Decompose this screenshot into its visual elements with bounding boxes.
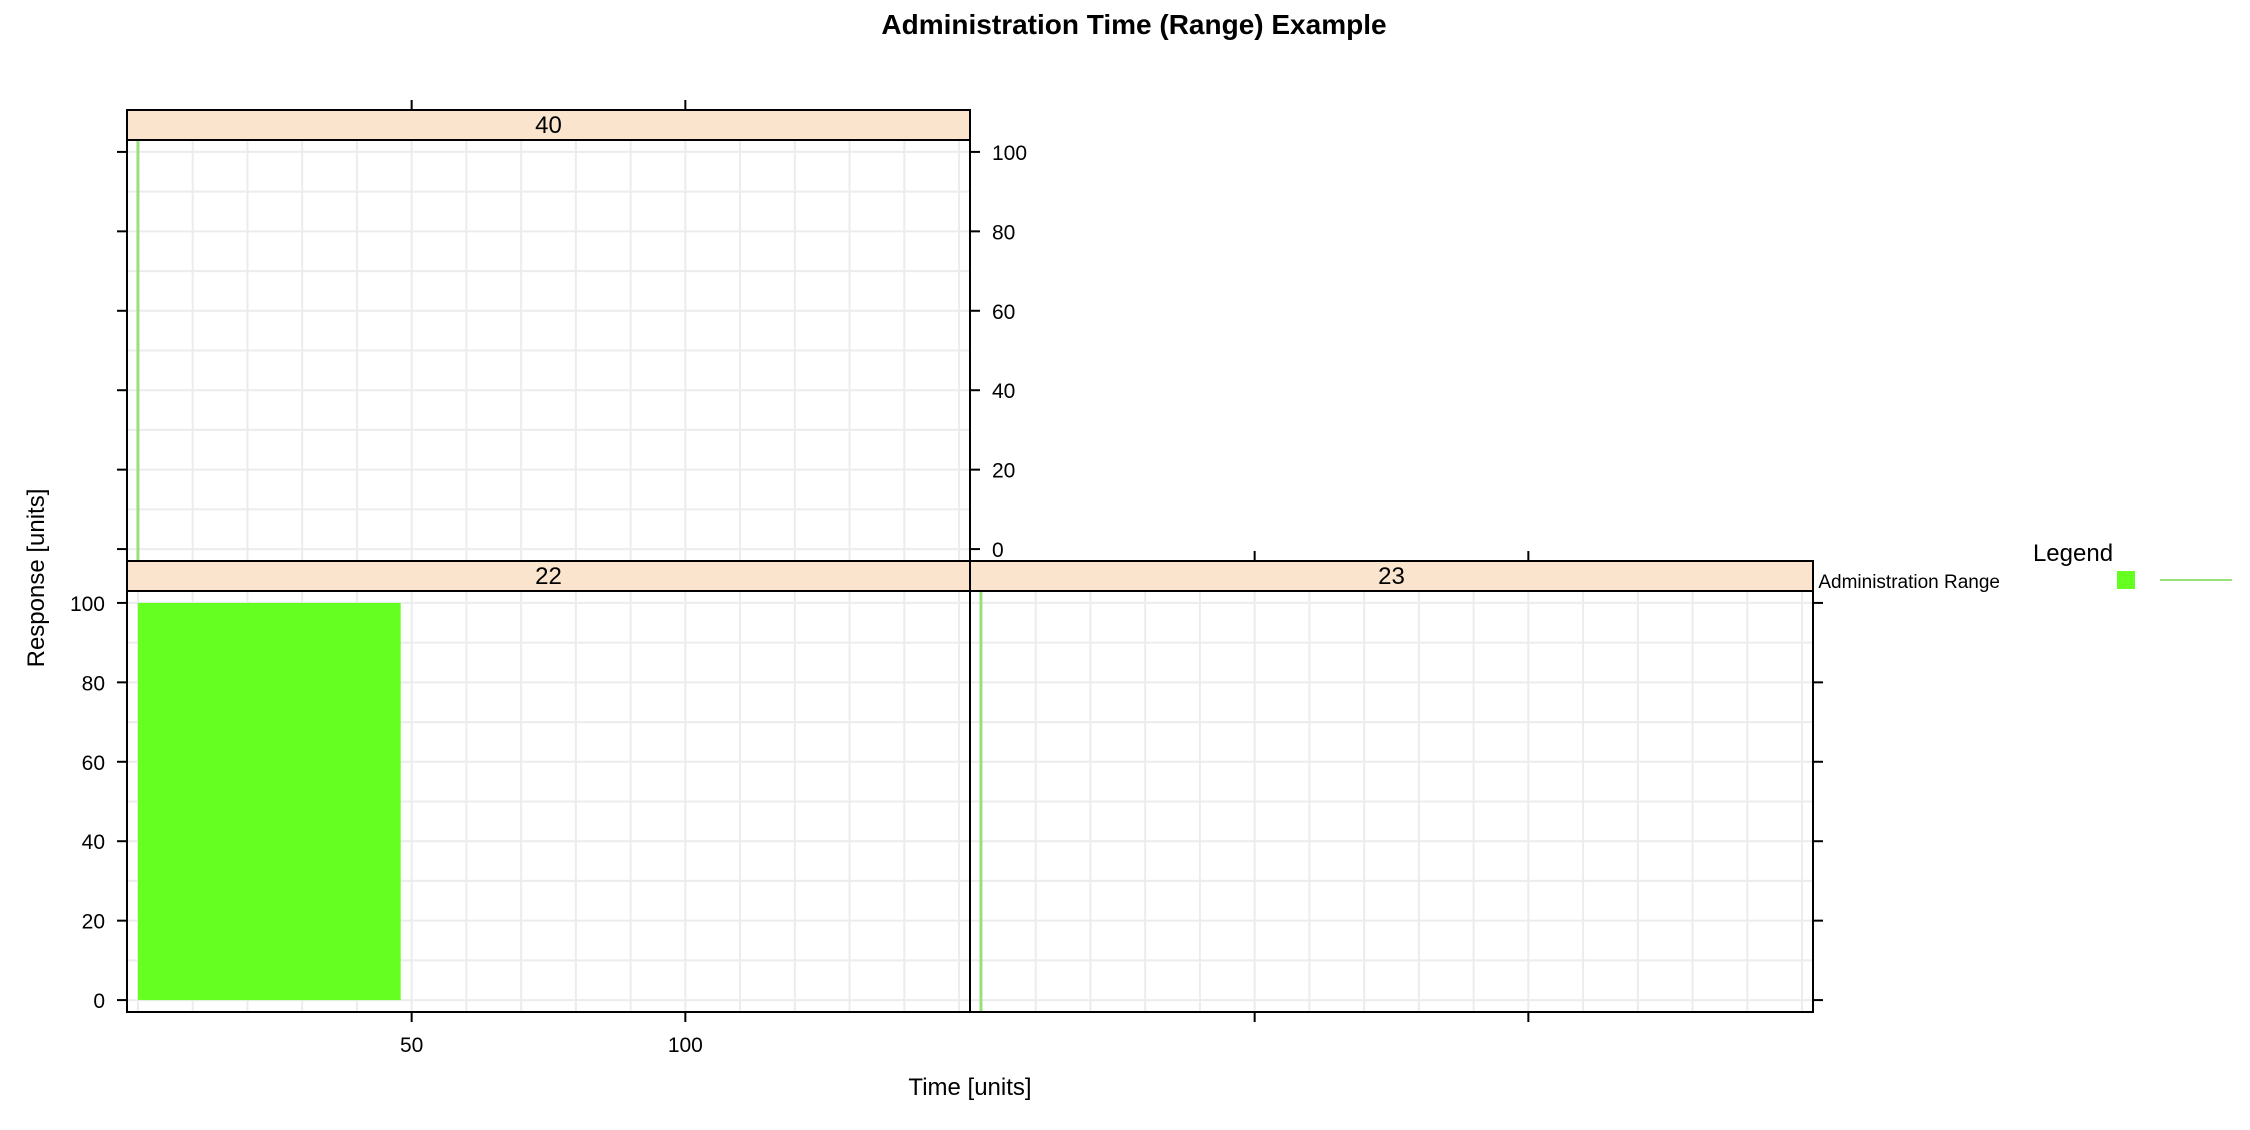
y-tick-label: 40 — [82, 831, 105, 854]
y-tick-label: 80 — [82, 672, 105, 695]
legend: Legend Administration Range — [1818, 540, 2232, 593]
y-tick-label: 100 — [70, 593, 105, 616]
y-tick-label: 80 — [992, 221, 1015, 244]
x-tick-label: 50 — [400, 1034, 423, 1057]
strip-label: 23 — [1378, 563, 1405, 590]
y-tick-label: 100 — [992, 142, 1027, 165]
y-axis-label: Response [units] — [23, 489, 50, 668]
x-axis-label: Time [units] — [908, 1074, 1031, 1101]
legend-label: Administration Range — [1818, 572, 2000, 593]
panel-22: 22 0 20 40 60 80 100 50 100 — [70, 560, 971, 1057]
chart-title: Administration Time (Range) Example — [881, 9, 1386, 40]
y-tick-label: 20 — [82, 911, 105, 934]
strip-label: 40 — [535, 112, 562, 139]
panel-strip — [126, 560, 971, 592]
panel-40: 40 0 20 40 60 80 100 — [117, 100, 1027, 562]
legend-swatch — [2117, 571, 2135, 589]
panel-23: 23 — [969, 551, 1823, 1022]
legend-title: Legend — [2033, 540, 2113, 567]
range-bar — [137, 602, 401, 1001]
panels-layer: 40 0 20 40 60 80 100 22 0 20 40 60 80 100 50 100 23 — [70, 100, 1823, 1057]
strip-label: 22 — [535, 563, 562, 590]
panel-strip — [126, 109, 971, 141]
x-tick-label: 100 — [668, 1034, 703, 1057]
y-tick-label: 0 — [93, 990, 105, 1013]
y-tick-label: 60 — [992, 301, 1015, 324]
y-tick-label: 60 — [82, 752, 105, 775]
panel-strip — [969, 560, 1814, 592]
y-tick-label: 0 — [992, 539, 1004, 562]
y-tick-label: 20 — [992, 460, 1015, 483]
y-tick-label: 40 — [992, 380, 1015, 403]
